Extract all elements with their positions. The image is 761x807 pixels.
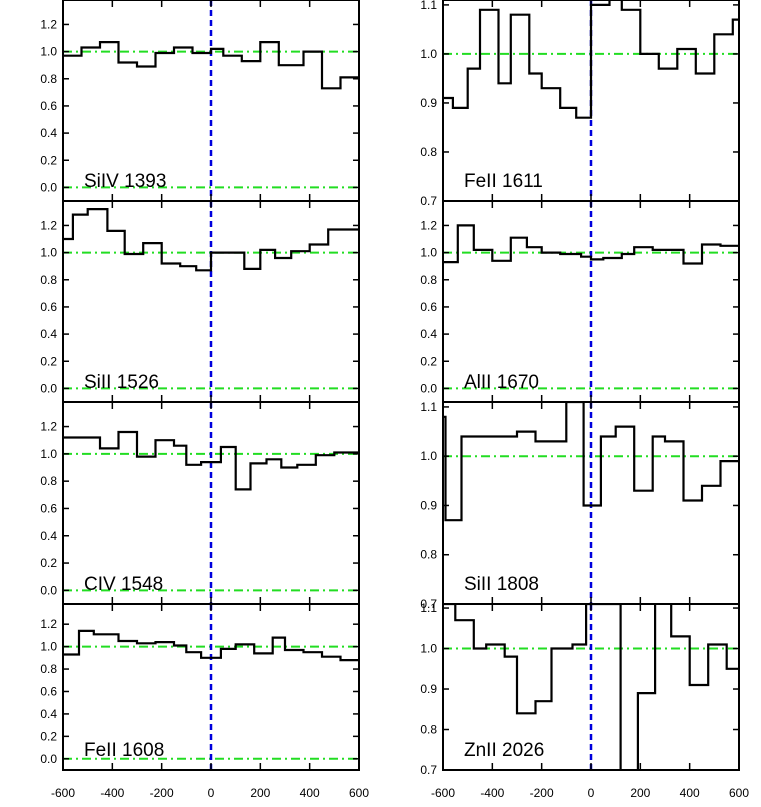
y-tick-label: 0.6 [40,684,57,698]
y-tick-label: 0.2 [40,729,57,743]
y-tick-label: 0.8 [40,474,57,488]
x-tick-label: -200 [530,786,554,800]
y-tick-label: 0.2 [40,556,57,570]
x-tick-label: -600 [51,786,75,800]
y-tick-label: 0.2 [40,354,57,368]
y-tick-label: 1.2 [40,218,57,232]
y-tick-label: 0.9 [420,498,437,512]
y-tick-label: 1.1 [420,601,437,615]
y-tick-label: 1.0 [420,642,437,656]
x-tick-label: -400 [100,786,124,800]
y-tick-label: 0.2 [420,354,437,368]
ion-label: SiII 1808 [464,574,539,595]
y-tick-label: 0.6 [40,99,57,113]
y-tick-label: 1.1 [420,0,437,12]
x-axis-tick-labels: -600 -400 -200 0 200 400 600 -600 -400 -200 0 200 40… [51,786,749,800]
y-tick-label: 0.4 [40,327,57,341]
y-tick-label: 1.0 [40,246,57,260]
y-tick-label: 0.8 [420,145,437,159]
x-tick-label: 600 [349,786,369,800]
spectrum-line [443,0,739,119]
x-tick-label: 0 [208,786,215,800]
panel-siii-1526: 0.0 0.2 0.4 0.6 0.8 1.0 1.2 SiII 1526 [40,200,360,403]
spectrum-line [443,402,739,522]
y-tick-label: 1.0 [420,47,437,61]
y-tick-label: 0.7 [420,597,437,611]
y-tick-label: 1.2 [40,17,57,31]
ion-label: ZnII 2026 [464,740,544,761]
y-tick-label: 1.2 [40,617,57,631]
y-tick-label: 0.8 [420,548,437,562]
spectrum-line [63,208,359,272]
panel-civ-1548: 0.0 0.2 0.4 0.6 0.8 1.0 1.2 CIV 1548 [40,401,360,605]
x-tick-label: -200 [150,786,174,800]
y-tick-label: 0.6 [40,501,57,515]
spectrum-line [63,41,359,90]
spectrum-line [443,224,739,265]
y-tick-label: 0.0 [40,752,57,766]
y-tick-label: 0.0 [40,583,57,597]
y-tick-label: 0.8 [40,662,57,676]
y-tick-label: 0.2 [40,153,57,167]
y-tick-label: 0.4 [420,327,437,341]
x-tick-label: 200 [250,786,270,800]
y-tick-label: 0.0 [420,381,437,395]
y-tick-label: 0.0 [40,180,57,194]
y-tick-label: 1.0 [40,640,57,654]
y-tick-label: 0.8 [40,72,57,86]
x-tick-label: 200 [630,786,650,800]
y-tick-label: 0.8 [40,273,57,287]
y-tick-label: 1.0 [40,45,57,59]
y-tick-label: 1.0 [420,449,437,463]
panel-siii-1808: 0.7 0.8 0.9 1.0 1.1 SiII 1808 [420,400,740,611]
spectrum-line [443,604,739,770]
y-tick-label: 0.7 [420,194,437,208]
spectrum-line [63,430,359,491]
y-tick-label: 0.4 [40,529,57,543]
y-tick-label: 0.8 [420,273,437,287]
y-tick-label: 0.9 [420,96,437,110]
y-tick-label: 0.7 [420,763,437,777]
y-tick-label: 1.0 [420,246,437,260]
panel-feii-1611: 0.7 0.8 0.9 1.0 1.1 FeII 1611 [420,0,740,208]
ion-label: AlII 1670 [464,372,539,393]
panel-znii-2026: 0.7 0.8 0.9 1.0 1.1 ZnII 2026 [420,601,740,777]
y-tick-label: 0.6 [420,300,437,314]
y-tick-label: 0.0 [40,381,57,395]
y-tick-label: 0.4 [40,707,57,721]
y-tick-label: 1.2 [420,218,437,232]
ion-label: CIV 1548 [84,574,163,595]
y-tick-label: 0.8 [420,723,437,737]
ion-label: SiIV 1393 [84,171,166,192]
x-tick-label: -600 [431,786,455,800]
y-tick-label: 1.0 [40,447,57,461]
panel-feii-1608: 0.0 0.2 0.4 0.6 0.8 1.0 1.2 FeII 1608 [40,603,360,771]
x-tick-label: 400 [680,786,700,800]
y-tick-label: 1.1 [420,400,437,414]
ion-label: FeII 1608 [84,740,164,761]
x-tick-label: 0 [588,786,595,800]
y-tick-label: 1.2 [40,420,57,434]
y-tick-label: 0.6 [40,300,57,314]
panel-siiv-1393: 0.0 0.2 0.4 0.6 0.8 1.0 1.2 SiIV 1393 [40,0,360,202]
ion-label: SiII 1526 [84,372,159,393]
x-tick-label: -400 [480,786,504,800]
spectrum-line [63,629,359,662]
y-tick-label: 0.4 [40,126,57,140]
x-tick-label: 600 [729,786,749,800]
ion-label: FeII 1611 [464,171,543,192]
panel-alii-1670: 0.0 0.2 0.4 0.6 0.8 1.0 1.2 AlII 1670 [420,200,740,403]
x-tick-label: 400 [300,786,320,800]
y-tick-label: 0.9 [420,682,437,696]
